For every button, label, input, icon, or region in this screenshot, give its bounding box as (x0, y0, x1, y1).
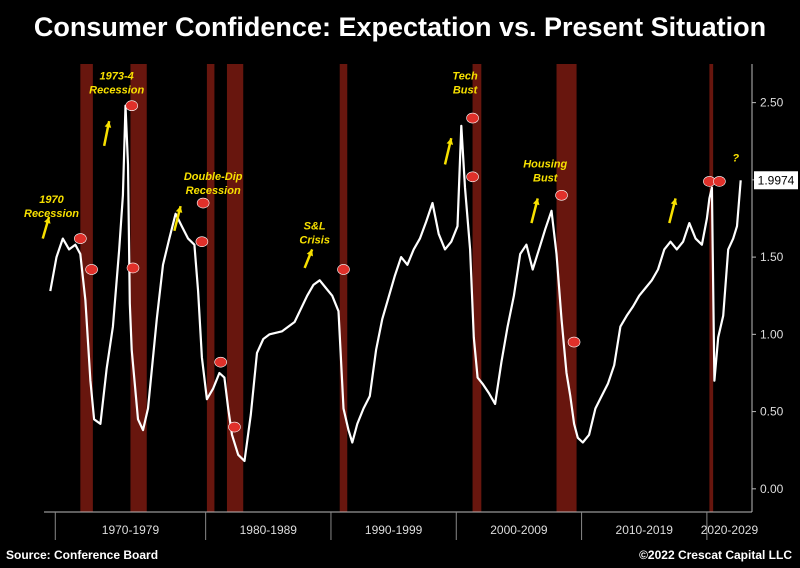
annotation-arrowhead (670, 198, 678, 206)
event-marker (567, 336, 581, 348)
event-marker (713, 176, 726, 187)
y-tick-label: 0.00 (760, 482, 784, 496)
annotation-line: Housing (523, 159, 567, 171)
annotation-arrowhead (532, 198, 540, 206)
recession-band (472, 64, 482, 512)
annotation-label: 1970 Recession (24, 194, 79, 220)
x-category-label: 2020-2029 (701, 523, 759, 537)
annotation-label: Double-Dip Recession (184, 171, 243, 197)
event-marker (125, 100, 139, 112)
annotation-label: ? (732, 152, 739, 164)
event-marker (195, 236, 209, 247)
annotation-line: Double-Dip (184, 171, 243, 183)
y-tick-label: 1.50 (760, 250, 784, 264)
annotation-arrowhead (44, 216, 51, 224)
event-marker (228, 421, 241, 433)
event-marker (74, 233, 87, 244)
event-marker (214, 356, 227, 368)
last-value-label: 1.9974 (758, 173, 795, 187)
annotation-label: Housing Bust (523, 159, 567, 185)
annotation-label: 1973-4 Recession (89, 70, 144, 96)
recession-band (206, 64, 215, 512)
annotation-line: ? (732, 152, 739, 164)
copyright-note: ©2022 Crescat Capital LLC (639, 548, 792, 562)
recession-band (339, 64, 348, 512)
annotation-line: Recession (24, 208, 79, 220)
event-marker (466, 112, 479, 124)
event-marker (196, 197, 210, 209)
event-marker (555, 190, 568, 201)
annotation-line: Bust (453, 84, 479, 96)
source-note: Source: Conference Board (6, 548, 159, 562)
event-marker (126, 262, 140, 274)
annotation-label: Tech Bust (452, 70, 478, 96)
recession-band (709, 64, 714, 512)
annotation-line: S&L (304, 220, 326, 232)
recession-band (226, 64, 244, 512)
y-tick-label: 0.50 (760, 405, 784, 419)
last-value-box (754, 171, 798, 190)
x-category-label: 2010-2019 (616, 523, 674, 537)
y-tick-label: 1.00 (760, 327, 784, 341)
event-marker (85, 264, 98, 275)
annotation-line: 1970 (39, 194, 64, 206)
chart-title: Consumer Confidence: Expectation vs. Pre… (33, 12, 767, 42)
annotation-label: S&L Crisis (299, 220, 330, 246)
recession-band (80, 64, 93, 512)
annotation-line: Tech (452, 70, 478, 82)
x-category-label: 1980-1989 (240, 523, 298, 537)
y-tick-label: 2.50 (760, 96, 784, 110)
recession-band (130, 64, 147, 512)
series-line (49, 104, 742, 463)
x-category-label: 2000-2009 (490, 523, 548, 537)
annotation-line: Recession (89, 84, 144, 96)
annotation-arrowhead (306, 249, 313, 257)
x-category-label: 1990-1999 (365, 523, 423, 537)
event-marker (466, 171, 479, 183)
annotation-line: Crisis (299, 234, 330, 246)
annotation-arrowhead (104, 121, 112, 128)
annotation-arrowhead (446, 138, 454, 145)
annotation-line: Bust (533, 173, 559, 185)
annotation-line: 1973-4 (100, 70, 134, 82)
annotation-line: Recession (186, 185, 241, 197)
annotation-arrowhead (175, 206, 183, 213)
x-category-label: 1970-1979 (102, 523, 160, 537)
event-marker (337, 264, 350, 275)
